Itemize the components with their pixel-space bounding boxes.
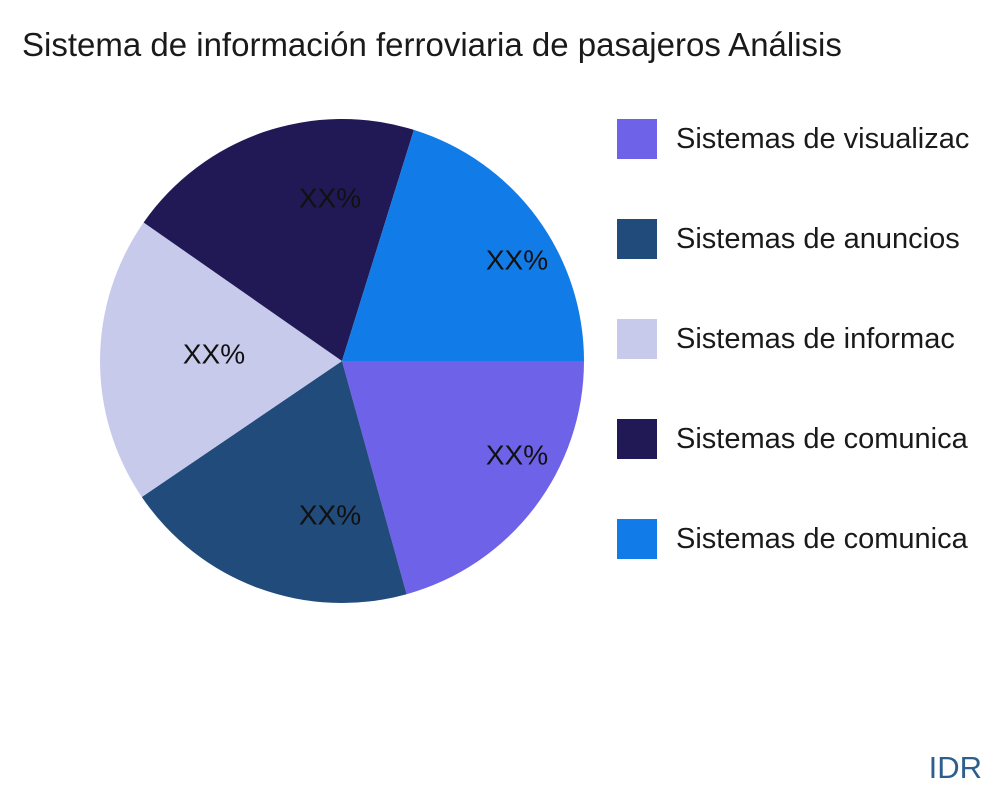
legend-label: Sistemas de visualizac bbox=[676, 122, 970, 155]
legend-item: Sistemas de comunica bbox=[617, 518, 1000, 560]
legend-swatch bbox=[617, 319, 657, 359]
pie-slice-4 bbox=[143, 118, 414, 361]
legend-label: Sistemas de anuncios bbox=[676, 222, 960, 255]
legend-swatch bbox=[617, 219, 657, 259]
legend: Sistemas de visualizac Sistemas de anunc… bbox=[617, 118, 1000, 618]
legend-item: Sistemas de visualizac bbox=[617, 118, 1000, 160]
legend-item: Sistemas de comunica bbox=[617, 418, 1000, 460]
pie-slice-1 bbox=[342, 361, 584, 595]
pie-slice-value-label-2: XX% bbox=[299, 499, 361, 530]
legend-label: Sistemas de informac bbox=[676, 322, 955, 355]
watermark-idr: IDR bbox=[928, 750, 982, 785]
legend-swatch bbox=[617, 419, 657, 459]
legend-item: Sistemas de anuncios bbox=[617, 218, 1000, 260]
legend-label: Sistemas de comunica bbox=[676, 422, 968, 455]
pie-slice-2 bbox=[141, 361, 407, 603]
legend-swatch bbox=[617, 519, 657, 559]
pie-slice-value-label-1: XX% bbox=[486, 439, 548, 470]
pie-slice-value-label-4: XX% bbox=[299, 182, 361, 213]
pie-slice-3 bbox=[100, 222, 342, 497]
pie-slice-value-label-3: XX% bbox=[183, 338, 245, 369]
legend-item: Sistemas de informac bbox=[617, 318, 1000, 360]
legend-label: Sistemas de comunica bbox=[676, 522, 968, 555]
pie-slice-5 bbox=[342, 129, 584, 361]
legend-swatch bbox=[617, 119, 657, 159]
pie-slice-value-label-5: XX% bbox=[486, 244, 548, 275]
chart-title: Sistema de información ferroviaria de pa… bbox=[22, 26, 842, 63]
